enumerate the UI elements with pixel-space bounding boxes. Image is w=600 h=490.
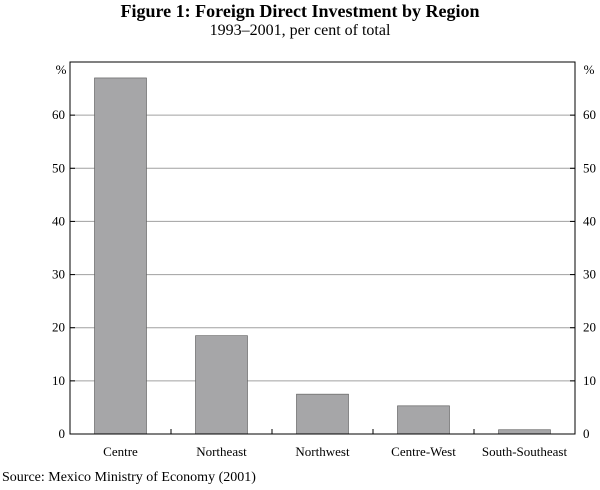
axis-ticks: 0 0 10 10 20 20 30 30 40 40 50 50 60 60 Centre Northeas… bbox=[52, 107, 596, 459]
gridlines bbox=[70, 114, 575, 382]
bar-northwest bbox=[296, 393, 349, 435]
y-tick-label-left: 10 bbox=[52, 373, 65, 388]
y-tick-label-right: 10 bbox=[583, 373, 596, 388]
y-tick-label-right: 0 bbox=[583, 426, 590, 441]
x-tick-label: South-Southeast bbox=[482, 444, 568, 459]
source-note: Source: Mexico Ministry of Economy (2001… bbox=[2, 470, 256, 485]
x-tick-label: Centre-West bbox=[391, 444, 456, 459]
y-tick-label-left: 30 bbox=[52, 267, 65, 282]
y-tick-label-left: 20 bbox=[52, 320, 65, 335]
chart-title: Figure 1: Foreign Direct Investment by R… bbox=[120, 1, 480, 21]
y-tick-label-right: 40 bbox=[583, 213, 596, 228]
y-tick-label-left: 40 bbox=[52, 213, 65, 228]
y-tick-label-left: 60 bbox=[52, 107, 65, 122]
y-tick-label-left: 0 bbox=[59, 426, 66, 441]
y-tick-label-right: 20 bbox=[583, 320, 596, 335]
chart-subtitle: 1993–2001, per cent of total bbox=[209, 22, 391, 39]
bar-centre bbox=[94, 77, 147, 435]
y-unit-right: % bbox=[584, 62, 595, 77]
plot-frame bbox=[69, 61, 576, 435]
y-tick-label-right: 60 bbox=[583, 107, 596, 122]
bar-northeast bbox=[195, 335, 248, 435]
y-tick-label-right: 50 bbox=[583, 160, 596, 175]
y-unit-left: % bbox=[56, 62, 67, 77]
bars bbox=[94, 77, 551, 435]
bar-south-southeast bbox=[498, 429, 551, 435]
x-tick-label: Centre bbox=[103, 444, 138, 459]
y-tick-label-right: 30 bbox=[583, 267, 596, 282]
x-tick-label: Northeast bbox=[196, 444, 247, 459]
y-tick-label-left: 50 bbox=[52, 160, 65, 175]
bar-centre-west bbox=[397, 405, 450, 435]
x-tick-label: Northwest bbox=[295, 444, 350, 459]
